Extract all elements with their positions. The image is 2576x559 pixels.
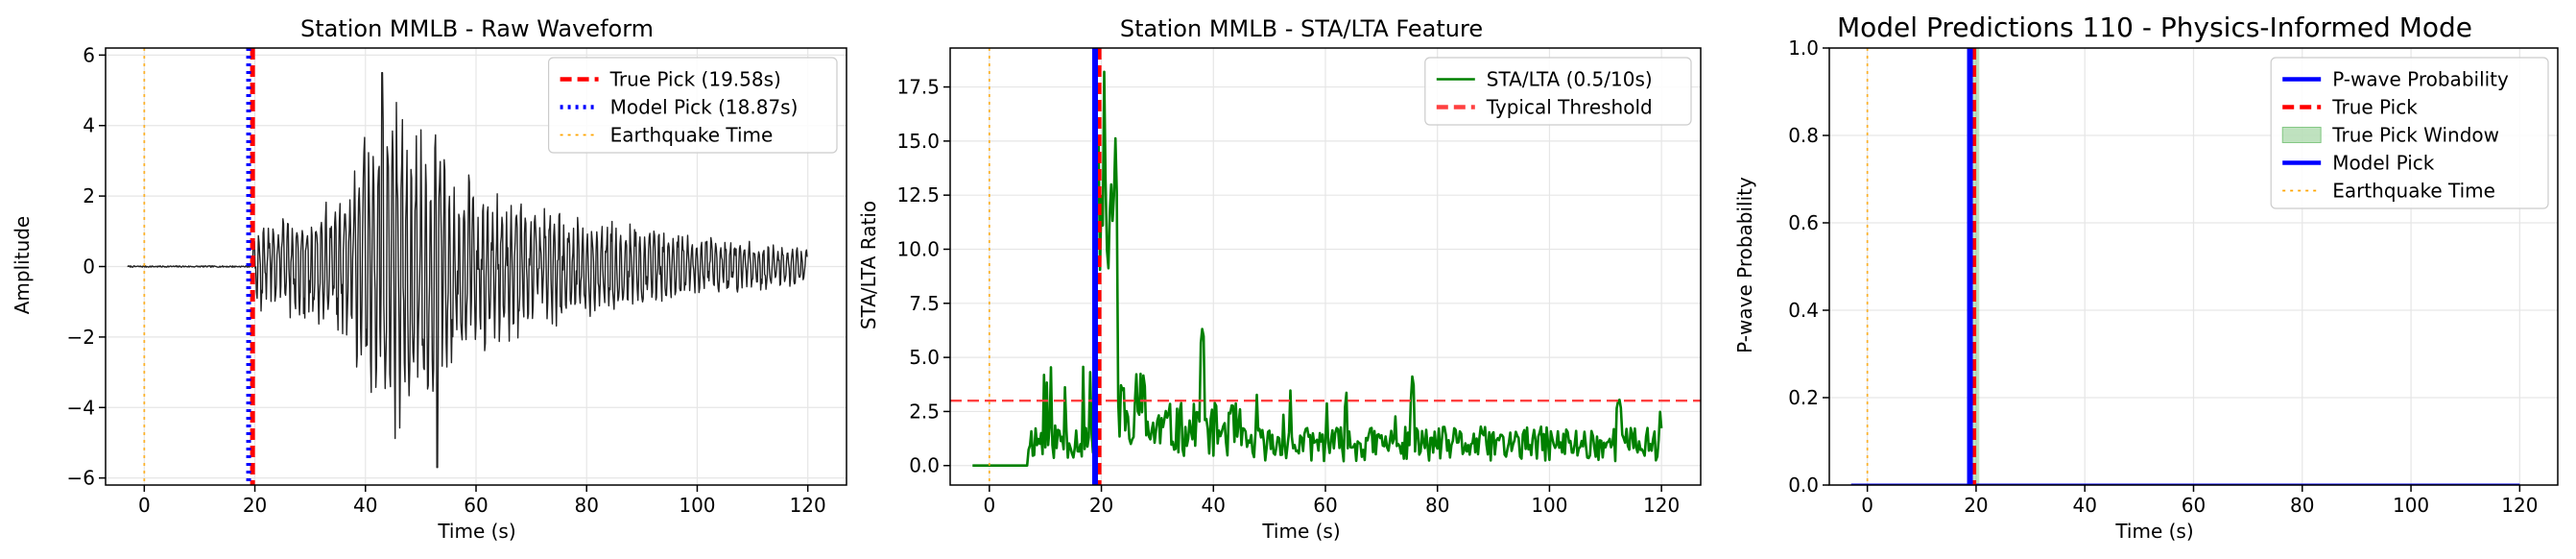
x-tick-label: 80 bbox=[2290, 494, 2314, 517]
plot-area bbox=[950, 48, 1701, 485]
x-tick-label: 40 bbox=[2072, 494, 2096, 517]
x-tick-label: 100 bbox=[2393, 494, 2429, 517]
legend: True Pick (19.58s) Model Pick (18.87s) Ear… bbox=[547, 57, 838, 154]
panel-model-predictions: Model Predictions 110 - Physics-Informed… bbox=[1733, 12, 2559, 543]
legend-label: Model Pick bbox=[2332, 152, 2435, 175]
x-tick-label: 60 bbox=[2182, 494, 2206, 517]
x-tick-label: 0 bbox=[1861, 494, 1873, 517]
x-tick-label: 20 bbox=[1089, 494, 1113, 517]
y-tick-label: 0.4 bbox=[1788, 299, 1819, 322]
x-tick-label: 100 bbox=[1531, 494, 1567, 517]
x-tick-label: 120 bbox=[2501, 494, 2538, 517]
series-line bbox=[972, 70, 1663, 467]
y-tick-label: 2 bbox=[83, 184, 95, 207]
legend-box bbox=[1424, 57, 1692, 126]
y-tick-label: 0.0 bbox=[909, 454, 940, 477]
x-tick-label: 40 bbox=[353, 494, 377, 517]
chart-title: Station MMLB - Raw Waveform bbox=[300, 15, 654, 42]
y-tick-label: 2.5 bbox=[909, 400, 940, 423]
x-tick-label: 60 bbox=[464, 494, 488, 517]
y-tick-label: −4 bbox=[67, 396, 95, 419]
x-tick-label: 20 bbox=[243, 494, 267, 517]
legend-label: P-wave Probability bbox=[2332, 68, 2509, 91]
series-line bbox=[127, 72, 808, 469]
y-tick-label: 10.0 bbox=[896, 237, 940, 260]
y-axis-label: STA/LTA Ratio bbox=[857, 201, 880, 329]
y-tick-label: 4 bbox=[83, 114, 95, 137]
x-tick-label: 40 bbox=[1202, 494, 1226, 517]
legend-label: Earthquake Time bbox=[610, 124, 774, 147]
x-axis-label: Time (s) bbox=[1261, 520, 1340, 543]
legend-label: Typical Threshold bbox=[1486, 96, 1653, 119]
legend: STA/LTA (0.5/10s) Typical Threshold bbox=[1424, 57, 1692, 126]
legend-label: Model Pick (18.87s) bbox=[610, 96, 799, 119]
y-tick-label: −6 bbox=[67, 467, 95, 490]
x-tick-label: 20 bbox=[1964, 494, 1988, 517]
chart-title: Station MMLB - STA/LTA Feature bbox=[1120, 15, 1483, 42]
legend-label: STA/LTA (0.5/10s) bbox=[1487, 68, 1653, 91]
y-tick-label: 6 bbox=[83, 43, 95, 66]
plot-area bbox=[127, 48, 808, 485]
y-tick-label: 5.0 bbox=[909, 346, 940, 369]
legend-label: True Pick bbox=[2331, 96, 2418, 119]
x-tick-label: 120 bbox=[1643, 494, 1680, 517]
x-tick-label: 60 bbox=[1313, 494, 1337, 517]
y-tick-label: 0.6 bbox=[1788, 211, 1819, 234]
x-tick-label: 100 bbox=[679, 494, 715, 517]
x-tick-label: 120 bbox=[790, 494, 826, 517]
x-tick-label: 0 bbox=[983, 494, 995, 517]
chart-title: Model Predictions 110 - Physics-Informed… bbox=[1837, 12, 2472, 43]
x-axis-label: Time (s) bbox=[2114, 520, 2193, 543]
legend-box bbox=[2270, 57, 2549, 209]
legend-label: Earthquake Time bbox=[2332, 180, 2495, 203]
legend-box bbox=[547, 57, 838, 154]
y-tick-label: 17.5 bbox=[896, 76, 940, 99]
legend: P-wave Probability True Pick True Pick Win… bbox=[2270, 57, 2549, 209]
y-tick-label: 7.5 bbox=[909, 292, 940, 315]
y-tick-label: 0.8 bbox=[1788, 124, 1819, 147]
panel-stalta: Station MMLB - STA/LTA Feature Time (s) … bbox=[857, 15, 1702, 543]
x-tick-label: 0 bbox=[138, 494, 151, 517]
legend-label: True Pick Window bbox=[2331, 124, 2499, 147]
x-axis-label: Time (s) bbox=[437, 520, 515, 543]
y-axis-label: P-wave Probability bbox=[1733, 177, 1756, 353]
plot-area bbox=[1850, 48, 2520, 485]
y-tick-label: −2 bbox=[67, 326, 95, 349]
y-axis-label: Amplitude bbox=[11, 216, 34, 315]
legend-swatch bbox=[2281, 127, 2322, 143]
y-tick-label: 0.0 bbox=[1788, 474, 1819, 497]
x-tick-label: 80 bbox=[574, 494, 598, 517]
legend-label: True Pick (19.58s) bbox=[609, 68, 781, 91]
y-tick-label: 12.5 bbox=[896, 183, 940, 207]
y-tick-label: 0.2 bbox=[1788, 386, 1819, 409]
panel-raw-waveform: Station MMLB - Raw Waveform Time (s) Amp… bbox=[11, 15, 847, 543]
y-tick-label: 0 bbox=[83, 255, 95, 279]
y-tick-label: 1.0 bbox=[1788, 36, 1819, 60]
y-tick-label: 15.0 bbox=[896, 130, 940, 153]
x-tick-label: 80 bbox=[1425, 494, 1449, 517]
